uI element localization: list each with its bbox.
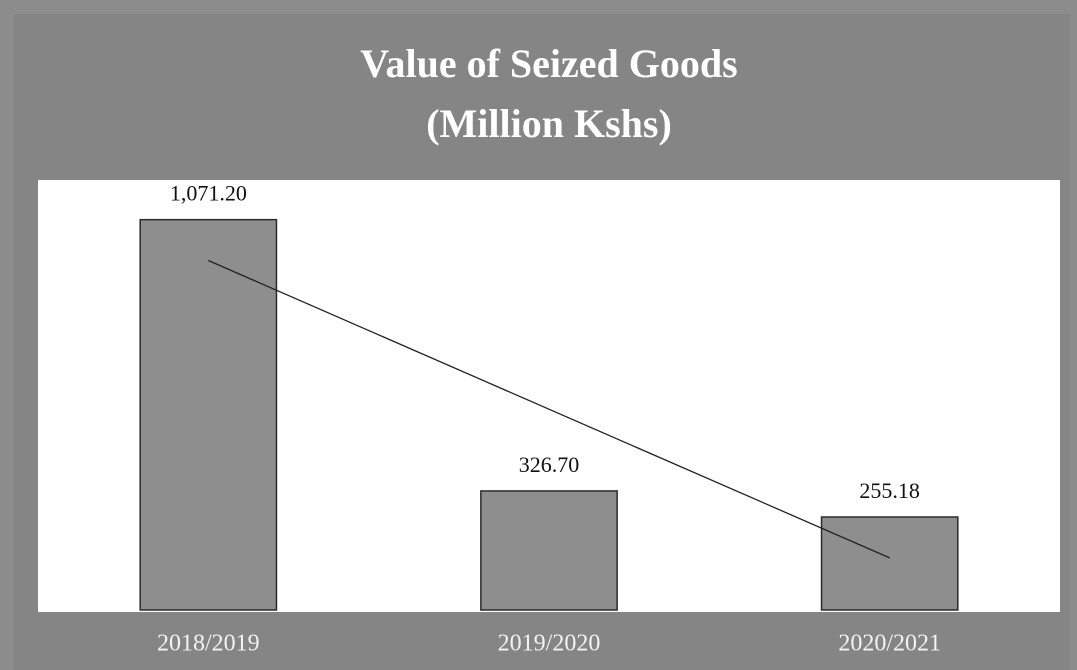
x-tick-label: 2018/2019 [157, 631, 260, 657]
bar [820, 516, 959, 611]
trend-line [208, 259, 890, 559]
chart-title: Value of Seized Goods [360, 41, 737, 86]
data-label: 255.18 [859, 478, 920, 503]
data-label: 326.70 [519, 452, 580, 477]
x-tick-label: 2020/2021 [838, 631, 941, 657]
bar [139, 218, 278, 611]
x-tick-label: 2019/2020 [498, 631, 601, 657]
data-label: 1,071.20 [170, 181, 247, 206]
bar [480, 490, 618, 611]
chart-subtitle: (Million Kshs) [426, 101, 672, 146]
